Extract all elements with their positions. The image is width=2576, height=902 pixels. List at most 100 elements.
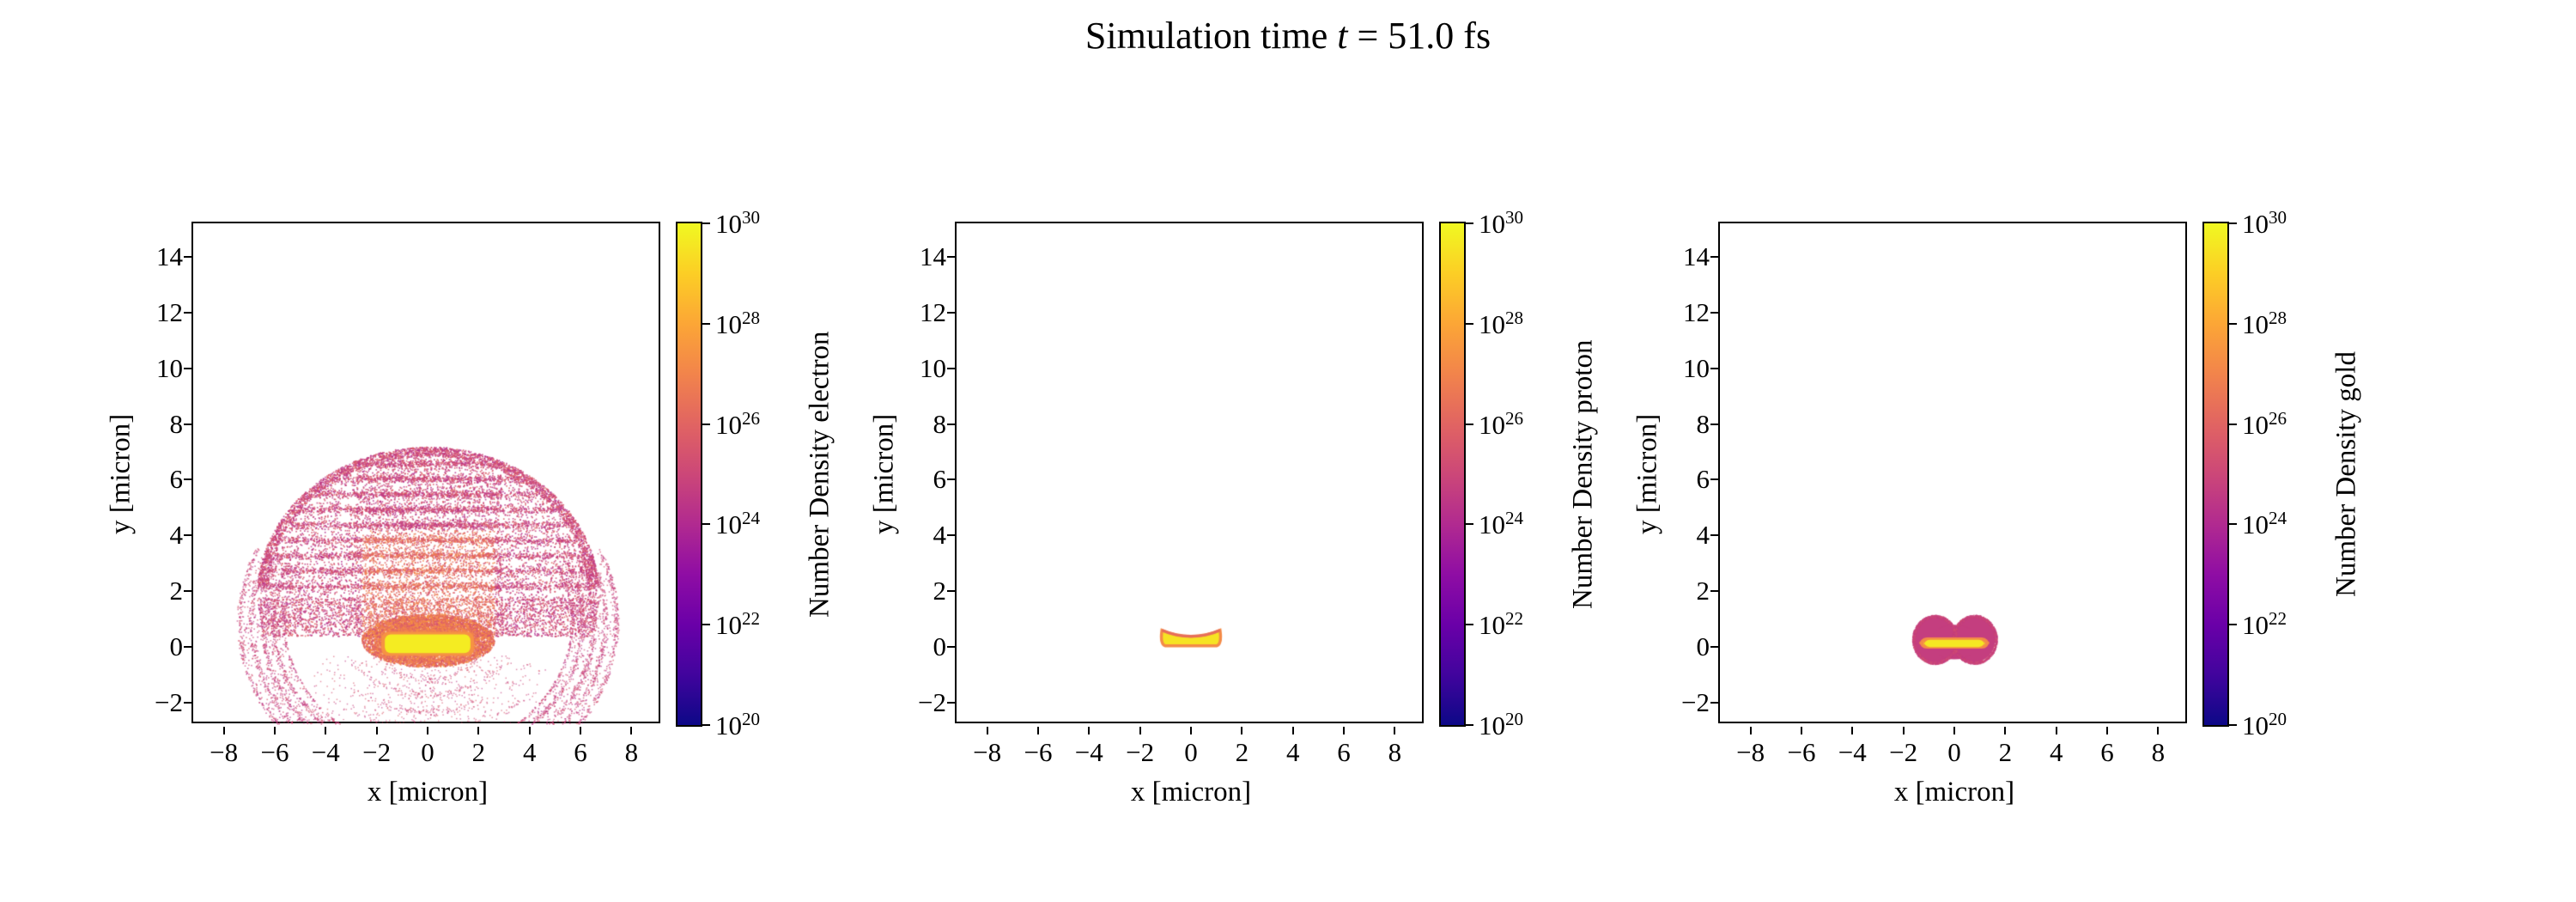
x-tick-mark — [1139, 727, 1141, 734]
y-tick-mark — [1710, 478, 1718, 481]
colorbar-tick-label: 1030 — [715, 206, 761, 240]
y-tick-mark — [184, 590, 191, 593]
colorbar-tick-label: 1028 — [1479, 307, 1524, 339]
y-tick-mark — [947, 423, 955, 425]
y-tick-label: 12 — [920, 296, 946, 327]
y-tick-label: −2 — [918, 687, 946, 718]
colorbar-tick-marks — [702, 222, 710, 726]
x-tick-marks — [1720, 727, 2189, 735]
y-tick-mark — [1710, 423, 1718, 425]
colorbar-tick-label: 1028 — [715, 307, 761, 339]
x-tick-label: −8 — [973, 737, 1002, 767]
x-tick-mark — [375, 727, 378, 734]
electron-density-subplot: y [micron] −2 0 2 4 6 8 10 12 14 −8 −6 −4 −2 0 2 4 6 8 x… — [64, 0, 872, 902]
x-tick-label: −6 — [1787, 737, 1816, 767]
x-tick-label: −8 — [210, 737, 239, 767]
colorbar-tick-label: 1024 — [2242, 508, 2287, 540]
x-tick-mark — [222, 727, 225, 734]
y-tick-label: −2 — [1681, 687, 1710, 718]
y-tick-label: 4 — [169, 520, 184, 551]
x-tick-mark — [1343, 727, 1346, 734]
colorbar-tick-label: 1020 — [715, 708, 761, 741]
colorbar-tick-mark — [2229, 624, 2237, 626]
gold-density-subplot: y [micron] −2 0 2 4 6 8 10 12 14 −8 −6 −4 −2 0 2 4 6 8 x… — [1591, 0, 2398, 902]
y-tick-mark — [947, 478, 955, 481]
y-tick-label: 8 — [1696, 408, 1710, 439]
x-tick-mark — [325, 727, 327, 734]
figure-title: Simulation time t = 51.0 fs — [0, 14, 2576, 58]
y-tick-mark — [184, 367, 191, 369]
y-tick-label: 2 — [1696, 576, 1710, 606]
x-axis-label: x [micron] — [1130, 777, 1252, 808]
y-tick-label: 10 — [1683, 352, 1710, 383]
x-tick-mark — [477, 727, 480, 734]
colorbar-tick-marks — [1466, 222, 1473, 726]
colorbar-gradient — [677, 223, 701, 725]
colorbar-label-gold: Number Density gold — [2330, 351, 2362, 597]
y-tick-mark — [184, 423, 191, 425]
x-tick-mark — [1800, 727, 1802, 734]
y-tick-mark — [947, 311, 955, 314]
x-tick-mark — [1291, 727, 1294, 734]
x-tick-label: 0 — [1184, 737, 1198, 767]
x-tick-mark — [1749, 727, 1752, 734]
x-tick-label: 6 — [2100, 737, 2114, 767]
x-tick-label: 8 — [1388, 737, 1402, 767]
colorbar-tick-mark — [2229, 423, 2237, 425]
colorbar-tick-label: 1026 — [715, 407, 761, 440]
proton-density-canvas — [957, 223, 1425, 725]
proton-density-subplot: y [micron] −2 0 2 4 6 8 10 12 14 −8 −6 −4 −2 0 2 4 6 8 x… — [828, 0, 1635, 902]
colorbar-tick-mark — [1466, 624, 1473, 626]
x-axis-label: x [micron] — [367, 777, 489, 808]
y-tick-label: 6 — [933, 464, 947, 495]
x-tick-mark — [2106, 727, 2109, 734]
x-tick-label: −2 — [362, 737, 392, 767]
x-tick-label: 2 — [1235, 737, 1249, 767]
gold-density-canvas — [1720, 223, 2189, 725]
x-tick-label: −4 — [1838, 737, 1867, 767]
plot-area-electron — [191, 222, 662, 725]
y-tick-mark — [184, 646, 191, 649]
x-tick-mark — [986, 727, 988, 734]
y-tick-label: 8 — [169, 408, 184, 439]
x-tick-label: −8 — [1736, 737, 1765, 767]
y-tick-mark — [1710, 702, 1718, 704]
y-tick-marks — [947, 223, 955, 725]
x-tick-label: 2 — [471, 737, 486, 767]
x-tick-label: −6 — [260, 737, 289, 767]
y-tick-labels: −2 0 2 4 6 8 10 12 14 — [1615, 223, 1710, 725]
colorbar-tick-mark — [1466, 423, 1473, 425]
plot-area-gold — [1718, 222, 2189, 725]
colorbar-tick-mark — [2229, 222, 2237, 224]
x-tick-labels: −8 −6 −4 −2 0 2 4 6 8 — [1720, 737, 2189, 773]
colorbar-tick-marks — [2229, 222, 2237, 726]
x-tick-label: 4 — [1285, 737, 1300, 767]
y-tick-label: 14 — [920, 241, 946, 271]
x-tick-mark — [2004, 727, 2007, 734]
colorbar-tick-label: 1026 — [1479, 407, 1524, 440]
y-tick-mark — [947, 534, 955, 537]
x-axis-label: x [micron] — [1893, 777, 2015, 808]
y-tick-mark — [947, 590, 955, 593]
y-tick-label: 10 — [920, 352, 946, 383]
colorbar-tick-mark — [1466, 222, 1473, 224]
y-tick-mark — [184, 478, 191, 481]
x-tick-mark — [1394, 727, 1396, 734]
x-tick-label: −6 — [1024, 737, 1053, 767]
colorbar-tick-labels: 1030 1028 1026 1024 1022 1020 — [1479, 207, 1582, 740]
colorbar-tick-mark — [1466, 724, 1473, 726]
y-tick-label: 2 — [169, 576, 184, 606]
colorbar-tick-labels: 1030 1028 1026 1024 1022 1020 — [2242, 207, 2345, 740]
y-tick-label: 12 — [1683, 296, 1710, 327]
colorbar-electron — [676, 222, 702, 727]
y-tick-labels: −2 0 2 4 6 8 10 12 14 — [852, 223, 946, 725]
x-tick-mark — [580, 727, 582, 734]
y-tick-label: 2 — [933, 576, 947, 606]
y-tick-mark — [1710, 646, 1718, 649]
y-tick-label: 14 — [156, 241, 183, 271]
x-tick-marks — [193, 727, 662, 735]
colorbar-tick-mark — [702, 724, 710, 726]
y-tick-labels: −2 0 2 4 6 8 10 12 14 — [88, 223, 183, 725]
y-tick-label: 4 — [1696, 520, 1710, 551]
colorbar-gradient — [2204, 223, 2227, 725]
